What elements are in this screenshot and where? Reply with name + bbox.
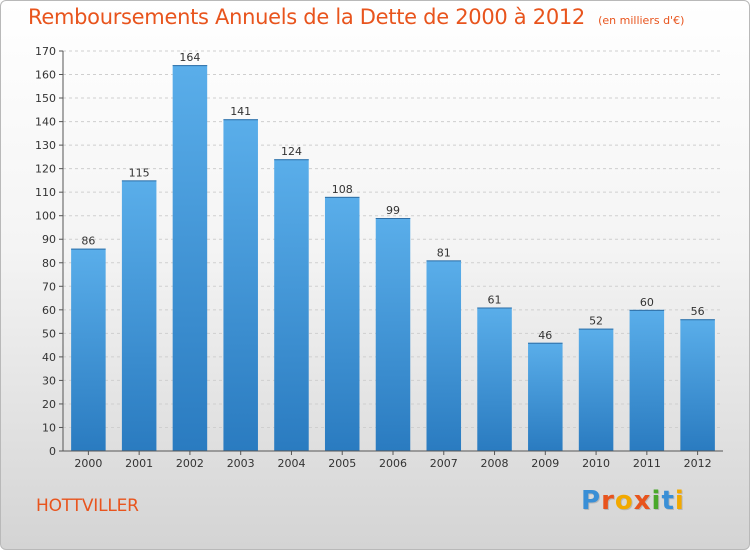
y-tick-label: 80 <box>42 257 56 270</box>
bar-2004 <box>274 159 309 451</box>
y-tick-label: 0 <box>49 445 56 458</box>
x-tick-label-2011: 2011 <box>633 457 661 470</box>
proxiti-logo[interactable]: Proxiti <box>581 486 685 516</box>
y-tick-label: 150 <box>35 92 56 105</box>
data-label-2004: 124 <box>281 145 302 158</box>
data-label-2003: 141 <box>230 105 251 118</box>
x-tick-label-2010: 2010 <box>582 457 610 470</box>
bar-2011 <box>629 309 665 451</box>
bar-2001 <box>121 180 157 452</box>
data-label-2010: 52 <box>589 315 603 328</box>
chart-title: Remboursements Annuels de la Dette de 20… <box>28 5 585 29</box>
logo-letter: r <box>601 486 615 516</box>
x-tick-label-2006: 2006 <box>379 457 407 470</box>
data-labels: 86 115 164 141 124 108 99 81 61 46 52 60 56 <box>81 51 704 342</box>
commune-name: HOTTVILLER <box>36 496 139 516</box>
logo-letter: i <box>651 486 662 516</box>
x-tick-label-2005: 2005 <box>328 457 356 470</box>
y-tick-label: 170 <box>35 45 56 58</box>
y-tick-label: 60 <box>42 304 56 317</box>
x-tick-label-2007: 2007 <box>430 457 458 470</box>
y-tick-label: 100 <box>35 210 56 223</box>
bar-2005 <box>324 196 360 451</box>
logo-letter: o <box>614 486 634 516</box>
chart-subtitle: (en milliers d'€) <box>598 14 685 27</box>
data-label-2009: 46 <box>538 329 552 342</box>
bar-2002 <box>172 65 208 451</box>
y-tick-labels: 0 10 20 30 40 50 60 70 80 90 100 110 120 130 140 150 160… <box>35 45 56 458</box>
y-tick-label: 90 <box>42 233 56 246</box>
y-tick-label: 50 <box>42 327 56 340</box>
bar-2012 <box>680 319 715 451</box>
y-tick-label: 120 <box>35 163 56 176</box>
y-tick-label: 110 <box>35 186 56 199</box>
logo-letter: P <box>581 486 602 516</box>
x-tick-labels: 2000 2001 2002 2003 2004 2005 2006 2007 2008 2009… <box>74 451 712 470</box>
y-tick-label: 10 <box>42 421 56 434</box>
bars <box>71 65 715 452</box>
logo-letter: t <box>661 486 675 516</box>
bar-2010 <box>578 328 614 451</box>
x-tick-label-2012: 2012 <box>684 457 712 470</box>
x-tick-label-2001: 2001 <box>125 457 153 470</box>
data-label-2008: 61 <box>488 293 502 306</box>
x-tick-label-2009: 2009 <box>531 457 559 470</box>
bar-2007 <box>426 260 462 451</box>
x-tick-label-2000: 2000 <box>74 457 102 470</box>
bar-2009 <box>528 342 563 451</box>
data-label-2000: 86 <box>81 235 95 248</box>
x-tick-label-2008: 2008 <box>481 457 509 470</box>
bar-2006 <box>375 218 411 451</box>
y-tick-label: 30 <box>42 374 56 387</box>
data-label-2001: 115 <box>129 166 150 179</box>
data-label-2011: 60 <box>640 296 654 309</box>
x-tick-label-2004: 2004 <box>277 457 305 470</box>
title-row: Remboursements Annuels de la Dette de 20… <box>28 5 684 29</box>
bar-2003 <box>223 119 258 451</box>
data-label-2007: 81 <box>437 246 451 259</box>
data-label-2006: 99 <box>386 204 400 217</box>
y-tick-label: 160 <box>35 69 56 82</box>
x-tick-label-2002: 2002 <box>176 457 204 470</box>
y-tick-label: 20 <box>42 398 56 411</box>
y-tick-label: 40 <box>42 351 56 364</box>
logo-letter: i <box>674 486 685 516</box>
y-tick-label: 140 <box>35 116 56 129</box>
data-label-2005: 108 <box>332 183 353 196</box>
logo-letter: x <box>633 486 652 516</box>
y-tick-label: 130 <box>35 139 56 152</box>
bar-2008 <box>477 307 512 451</box>
x-tick-label-2003: 2003 <box>227 457 255 470</box>
data-label-2002: 164 <box>179 51 200 64</box>
bar-2000 <box>71 248 106 451</box>
y-tick-label: 70 <box>42 280 56 293</box>
data-label-2012: 56 <box>691 305 705 318</box>
